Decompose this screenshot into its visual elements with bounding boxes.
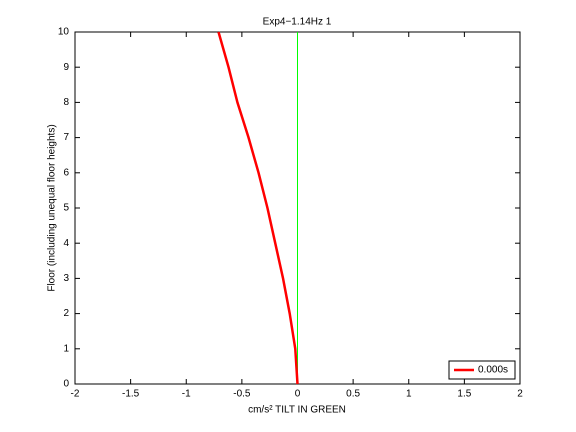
x-tick-label: 1 (406, 389, 412, 400)
y-tick-label: 10 (58, 27, 70, 38)
x-axis-label: cm/s² TILT IN GREEN (248, 405, 346, 416)
legend-box (448, 360, 516, 380)
y-tick-label: 8 (63, 97, 69, 108)
y-tick-label: 1 (63, 343, 69, 354)
x-tick-label: 1.5 (457, 389, 471, 400)
x-tick-label: 2 (517, 389, 523, 400)
x-tick-label: -2 (71, 389, 80, 400)
y-tick-label: 5 (63, 203, 69, 214)
chart-title: Exp4−1.14Hz 1 (263, 17, 332, 28)
series-line (217, 31, 299, 385)
y-tick-label: 9 (63, 62, 69, 73)
y-axis-label: Floor (including unequal floor heights) (47, 124, 58, 291)
y-tick-label: 6 (63, 167, 69, 178)
y-tick-label: 3 (63, 273, 69, 284)
y-tick-label: 0 (63, 379, 69, 390)
x-tick-label: -1 (182, 389, 191, 400)
x-tick-label: -0.5 (233, 389, 251, 400)
x-tick-label: 0 (295, 389, 301, 400)
legend-label: 0.000s (478, 365, 508, 376)
y-tick-label: 4 (63, 238, 69, 249)
x-tick-label: -1.5 (122, 389, 140, 400)
x-tick-label: 0.5 (346, 389, 360, 400)
y-tick-label: 7 (63, 132, 69, 143)
y-tick-label: 2 (63, 308, 69, 319)
